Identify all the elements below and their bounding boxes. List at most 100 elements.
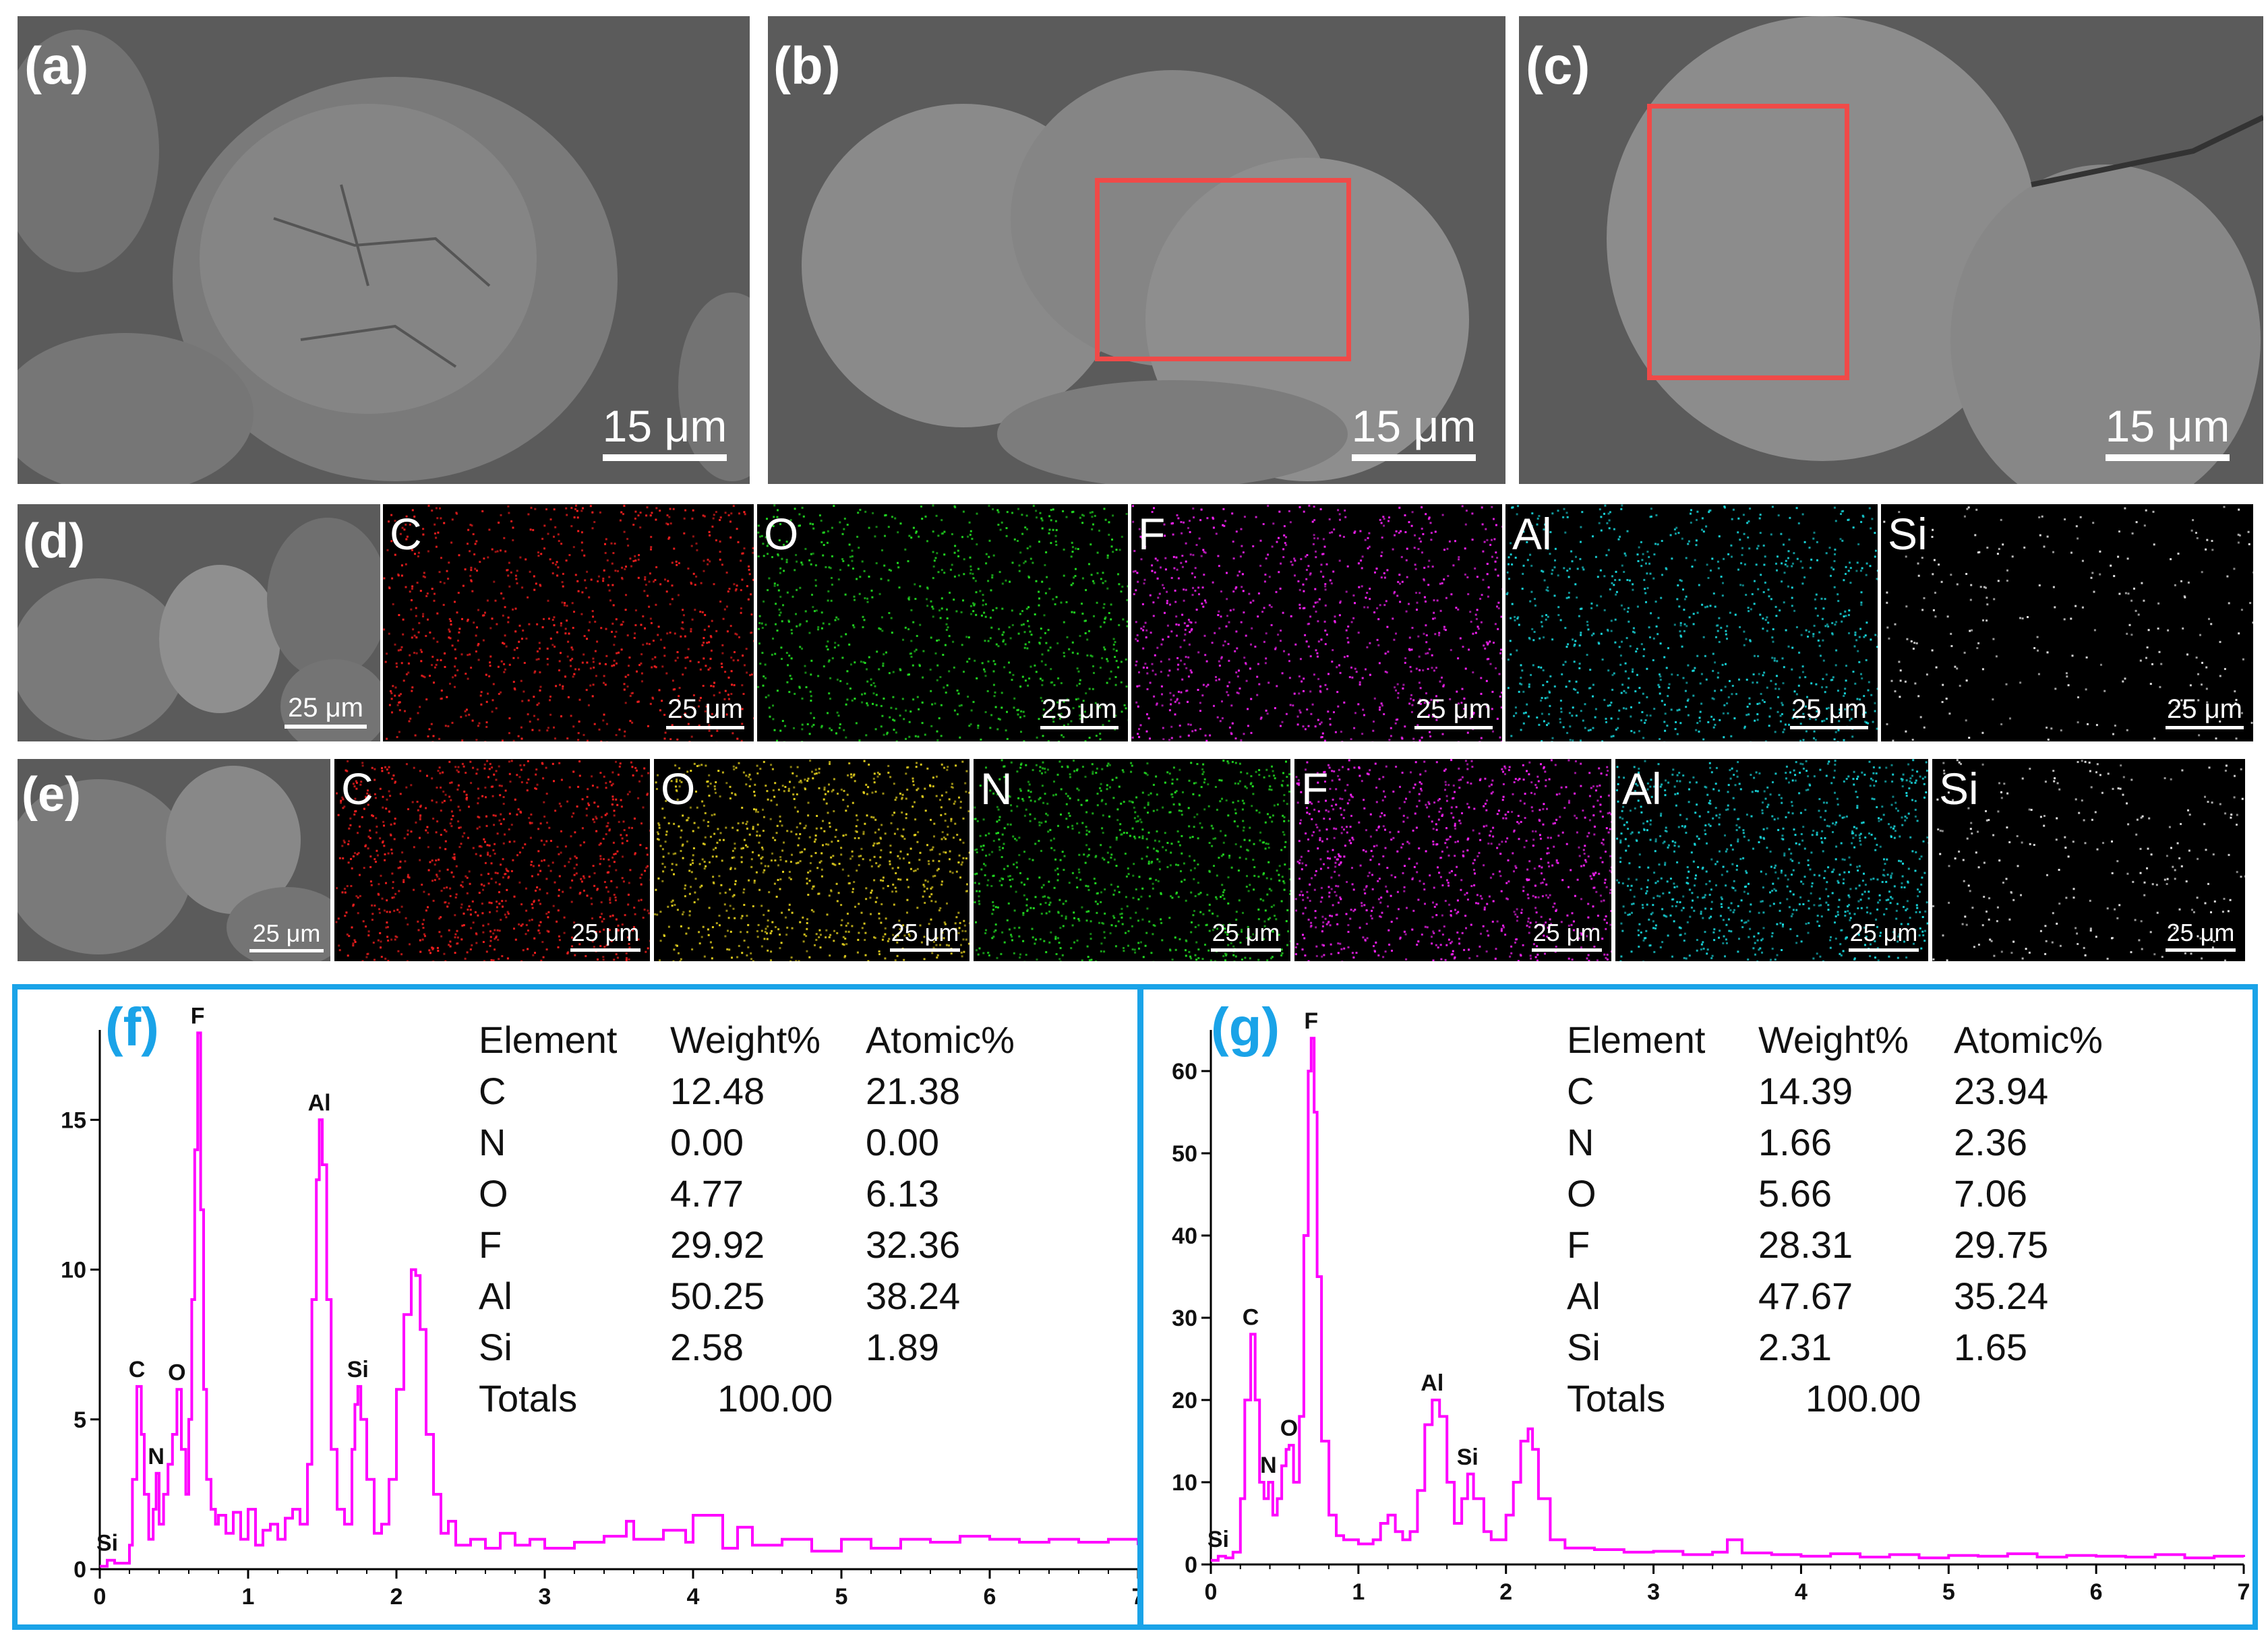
y-tick-label: 40 [1172,1223,1197,1249]
eds-map-d-o: O 25 μm [757,504,1128,741]
totals-value: 100.00 [1806,1377,1921,1420]
table-cell: 28.31 [1758,1223,1853,1266]
scale-bar-text: 15 μm [602,401,727,451]
eds-map-d-si: Si 25 μm [1881,504,2253,741]
table-cell: 2.36 [1954,1121,2027,1163]
table-row: C 12.48 21.38 [479,1069,1015,1120]
scale-bar-line [603,454,727,461]
table-cell: C [1567,1070,1594,1112]
scale-bar-d: 25 μm [282,693,369,729]
scale-bar-line [1211,948,1281,952]
table-row: Si 2.31 1.65 [1567,1325,2103,1376]
table-cell: 1.89 [866,1326,939,1368]
eds-map-dots [974,759,1290,961]
table-cell: C [479,1070,506,1112]
highlight-box-c [1647,104,1849,380]
column-header: Weight% [1758,1018,1909,1061]
table-row: N 1.66 2.36 [1567,1120,2103,1171]
eds-spectrum-panel-f: 01234567051015SiCNOFAlSi (f) Element Wei… [12,984,1143,1630]
scale-bar-text: 25 μm [891,919,959,946]
scale-bar: 25 μm [2163,694,2246,729]
peak-label: Al [1421,1370,1443,1396]
table-cell: Si [479,1326,512,1368]
scale-bar-line [890,948,960,952]
table-row: N 0.00 0.00 [479,1120,1015,1171]
column-header: Atomic% [866,1018,1015,1061]
eds-map-dots [1932,759,2245,961]
scale-bar-line [1849,948,1919,952]
peak-label: O [1280,1415,1298,1441]
table-totals-row: Totals 100.00 [1567,1376,2103,1428]
scale-bar-text: 25 μm [2166,919,2235,946]
table-header-row: Element Weight% Atomic% [479,1018,1015,1069]
x-tick-label: 4 [687,1584,700,1610]
element-label: F [1301,764,1329,814]
eds-spectrum-chart-f: 01234567051015SiCNOFAlSi [61,1003,1137,1610]
x-tick-label: 5 [1942,1579,1955,1605]
totals-label: Totals [479,1377,578,1420]
scale-bar: 25 μm [1038,694,1121,729]
table-cell: O [1567,1172,1596,1215]
scale-bar-a: 15 μm [597,400,732,461]
eds-map-dots [1505,504,1878,741]
eds-map-d-al: Al 25 μm [1505,504,1878,741]
eds-map-e-n: N 25 μm [974,759,1290,961]
table-cell: 12.48 [670,1070,765,1112]
table-cell: 0.00 [670,1121,744,1163]
eds-map-e-f: F 25 μm [1294,759,1611,961]
scale-bar-line [1414,726,1493,729]
scale-bar-text: 15 μm [2105,401,2230,451]
x-tick-label: 4 [1795,1579,1808,1605]
scale-bar-text: 25 μm [288,693,363,723]
eds-spectrum-panel-g: 0 1 2 3 4 5 6 7 0 10 20 30 40 50 60 Si C N O F Al Si (g) Elem… [1138,984,2258,1630]
y-tick-label: 60 [1172,1059,1197,1085]
scale-bar: 25 μm [568,919,643,952]
y-tick-label: 10 [61,1258,86,1283]
panel-label-f: (f) [105,997,159,1057]
panel-label-c: (c) [1526,36,1590,95]
eds-map-e-o: O 25 μm [654,759,969,961]
scale-bar-text: 25 μm [1532,919,1601,946]
eds-map-e-c: C 25 μm [334,759,650,961]
sem-image-d: (d) 25 μm [18,504,380,741]
spectrum-line [100,1031,1137,1568]
table-cell: 23.94 [1954,1070,2049,1112]
scale-bar: 25 μm [2163,919,2238,952]
scale-bar: 25 μm [887,919,963,952]
table-cell: 2.58 [670,1326,744,1368]
table-cell: 6.13 [866,1172,939,1215]
scale-bar-text: 25 μm [1849,919,1918,946]
table-cell: 35.24 [1954,1275,2049,1317]
eds-map-dots [1615,759,1928,961]
x-tick-label: 7 [1132,1584,1137,1610]
table-row: O 4.77 6.13 [479,1171,1015,1223]
peak-label: Si [1207,1527,1229,1552]
element-label: C [390,509,422,559]
eds-map-dots [383,504,754,741]
spectrum-line [1211,1037,2245,1562]
y-tick-label: 0 [1185,1552,1197,1578]
scale-bar-text: 25 μm [571,919,640,946]
eds-map-dots [1294,759,1611,961]
panel-label-d: (d) [23,514,85,568]
table-row: F 28.31 29.75 [1567,1223,2103,1274]
composition-table-g: Element Weight% Atomic% C 14.39 23.94 N 1.66… [1567,1018,2103,1428]
x-tick-label: 3 [539,1584,551,1610]
table-cell: N [1567,1121,1594,1163]
table-cell: 32.36 [866,1223,961,1266]
eds-map-dots [1131,504,1502,741]
scale-bar-text: 25 μm [2167,694,2242,724]
y-tick-label: 15 [61,1107,86,1133]
scale-bar-c: 15 μm [2100,400,2235,461]
scale-bar-line [1352,454,1476,461]
peak-label: F [191,1003,205,1029]
eds-map-e-si: Si 25 μm [1932,759,2245,961]
table-cell: Al [479,1275,512,1317]
y-tick-label: 30 [1172,1306,1197,1331]
sem-image-a: (a) 15 μm [18,16,750,484]
eds-map-dots [654,760,969,961]
element-label: F [1138,509,1166,559]
scale-bar-line [1040,726,1118,729]
x-tick-label: 0 [94,1584,107,1610]
scale-bar-line [285,725,367,729]
